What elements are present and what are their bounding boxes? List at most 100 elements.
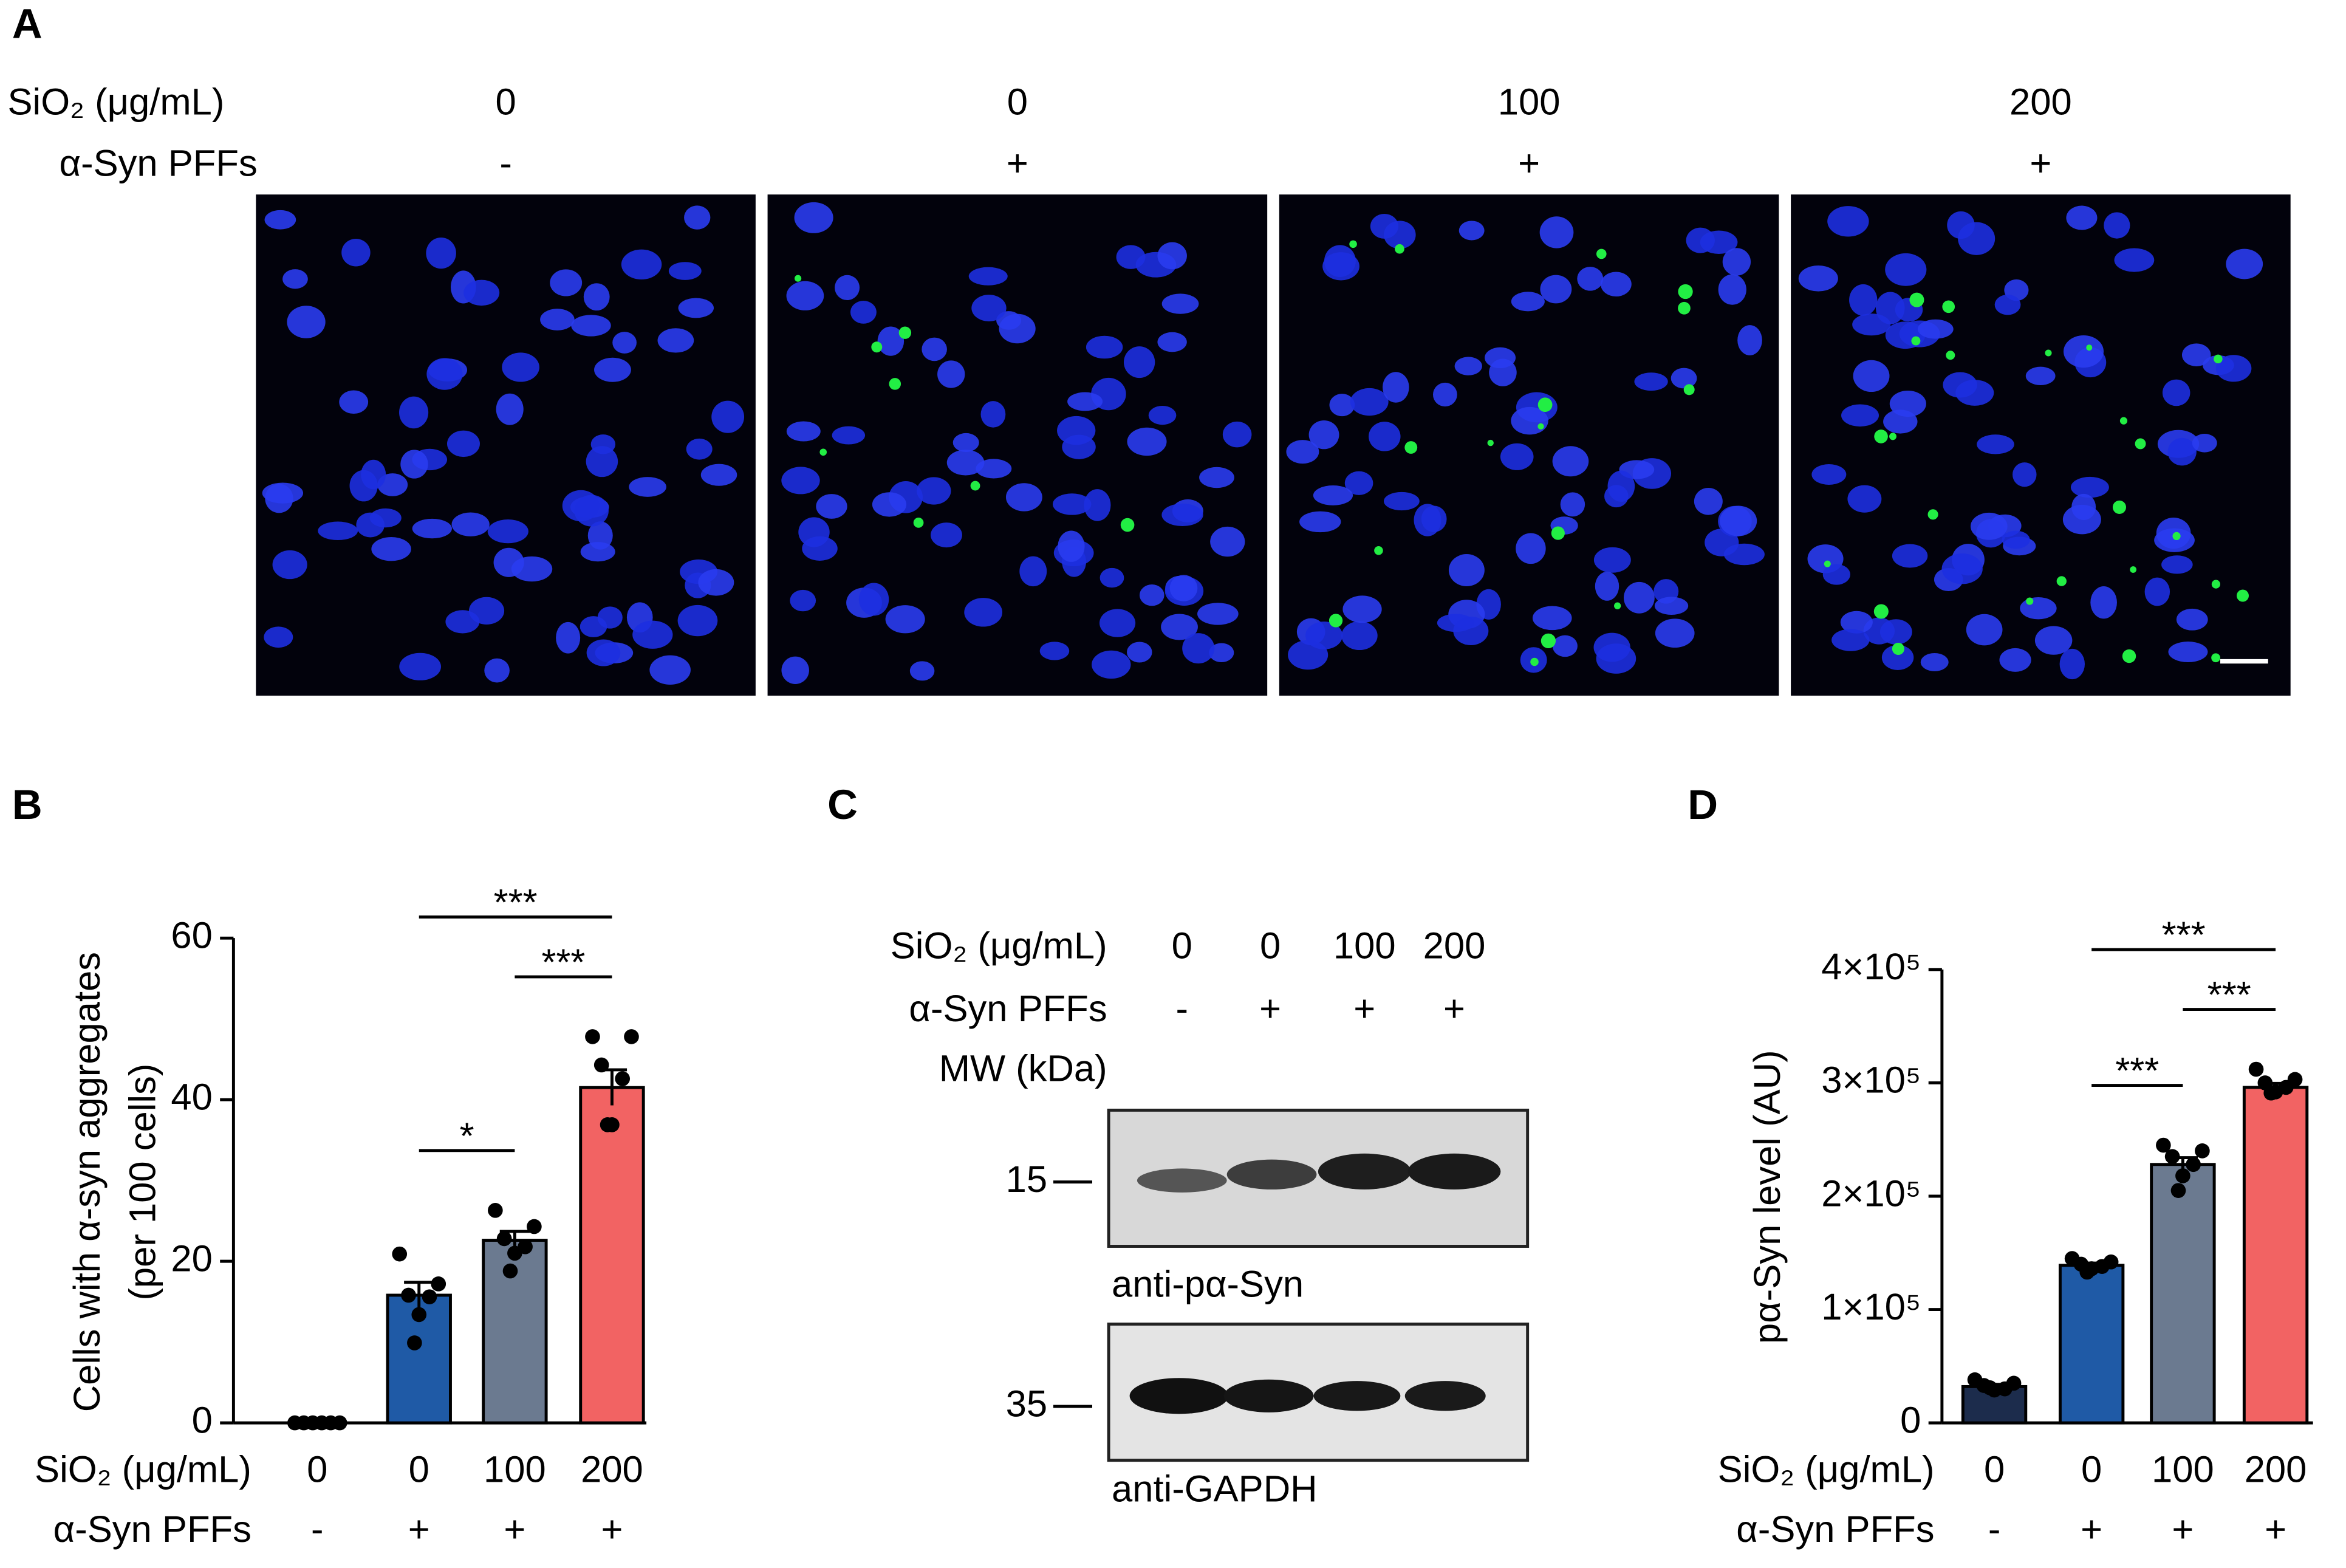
nucleus [339, 390, 369, 414]
pff-label: - [311, 1508, 324, 1550]
blot-label: anti-pα-Syn [1112, 1263, 1304, 1305]
nucleus [1654, 597, 1689, 615]
pff-label: + [1259, 988, 1281, 1030]
aggregate [2130, 566, 2137, 573]
nucleus [1970, 512, 2008, 540]
nucleus [1539, 216, 1574, 248]
nucleus [1197, 603, 1239, 625]
nucleus [2114, 248, 2155, 272]
nucleus [583, 283, 610, 311]
significance-label: * [460, 1115, 474, 1157]
nucleus [1123, 346, 1155, 378]
nucleus [1383, 372, 1409, 403]
nucleus [1383, 491, 1420, 511]
aggregate [1596, 248, 1607, 259]
micrograph [767, 194, 1268, 696]
nucleus [1161, 503, 1203, 527]
nucleus [1737, 325, 1762, 355]
nucleus [872, 492, 907, 517]
dose-label: 0 [1260, 925, 1281, 967]
significance-label: *** [494, 882, 538, 923]
nucleus [562, 490, 600, 522]
nucleus [632, 620, 673, 649]
nucleus [1099, 609, 1136, 637]
micrograph-bg [256, 194, 756, 696]
nucleus [885, 605, 925, 634]
nucleus [1127, 642, 1152, 663]
nucleus [1161, 293, 1199, 314]
nucleus [1286, 440, 1319, 464]
nucleus [586, 639, 621, 666]
row-label: SiO₂ (μg/mL) [35, 1449, 251, 1491]
nucleus [1437, 614, 1474, 632]
nucleus [356, 512, 385, 538]
nucleus [1370, 214, 1398, 239]
nucleus [711, 400, 745, 433]
panel-label: B [12, 781, 43, 828]
band [1404, 1381, 1486, 1411]
nucleus [2059, 648, 2085, 680]
row-label: SiO₂ (μg/mL) [7, 81, 224, 123]
x-tick-label: 0 [409, 1449, 429, 1491]
nucleus [999, 313, 1036, 344]
aggregate [1874, 430, 1888, 443]
nucleus [2167, 437, 2197, 466]
data-point [422, 1289, 437, 1304]
dose-label: 200 [2009, 81, 2072, 123]
pff-label: + [2081, 1508, 2102, 1550]
nucleus [282, 269, 308, 289]
aggregate [2214, 354, 2223, 364]
nucleus [1881, 645, 1914, 670]
band [1223, 1379, 1314, 1412]
significance-label: *** [2207, 974, 2251, 1016]
y-tick-label: 1×10⁵ [1821, 1286, 1921, 1328]
nucleus [1840, 611, 1873, 634]
nucleus [487, 519, 528, 544]
nucleus [621, 249, 662, 279]
nucleus [686, 438, 713, 460]
nucleus [1671, 368, 1697, 389]
nucleus [2168, 642, 2208, 663]
dose-label: 0 [1172, 925, 1192, 967]
nucleus [794, 202, 833, 233]
aggregate [1678, 301, 1691, 315]
nucleus [1540, 275, 1572, 304]
aggregate [2056, 576, 2067, 586]
nucleus [1994, 294, 2021, 315]
nucleus [2063, 335, 2104, 368]
nucleus [1560, 492, 1585, 517]
significance-label: *** [541, 941, 585, 983]
data-point [401, 1287, 416, 1303]
nucleus [2192, 434, 2217, 453]
aggregate [871, 341, 883, 353]
nucleus [2144, 577, 2170, 606]
nucleus [1847, 485, 1882, 513]
row-label: α-Syn PFFs [53, 1508, 251, 1550]
data-point [624, 1029, 639, 1044]
aggregate [1942, 300, 1955, 313]
nucleus [700, 464, 737, 486]
nucleus [976, 459, 1012, 479]
x-tick-label: 200 [2245, 1449, 2307, 1491]
nucleus [790, 589, 816, 612]
nucleus [550, 269, 583, 296]
nucleus [1655, 618, 1695, 648]
aggregate [889, 378, 901, 390]
aggregate [1889, 433, 1896, 440]
nucleus [802, 536, 838, 561]
aggregate [1395, 244, 1404, 254]
nucleus [1798, 265, 1838, 292]
nucleus [1182, 633, 1215, 664]
nucleus [684, 205, 711, 230]
nucleus [272, 550, 307, 580]
nucleus [2104, 212, 2130, 239]
aggregate [2119, 417, 2128, 425]
blot-label: anti-GAPDH [1112, 1468, 1318, 1510]
nucleus [2002, 530, 2030, 549]
nucleus [1039, 642, 1070, 660]
nucleus [2161, 555, 2193, 574]
aggregate [1678, 284, 1693, 300]
nucleus [1058, 530, 1085, 562]
aggregate [2112, 500, 2126, 514]
